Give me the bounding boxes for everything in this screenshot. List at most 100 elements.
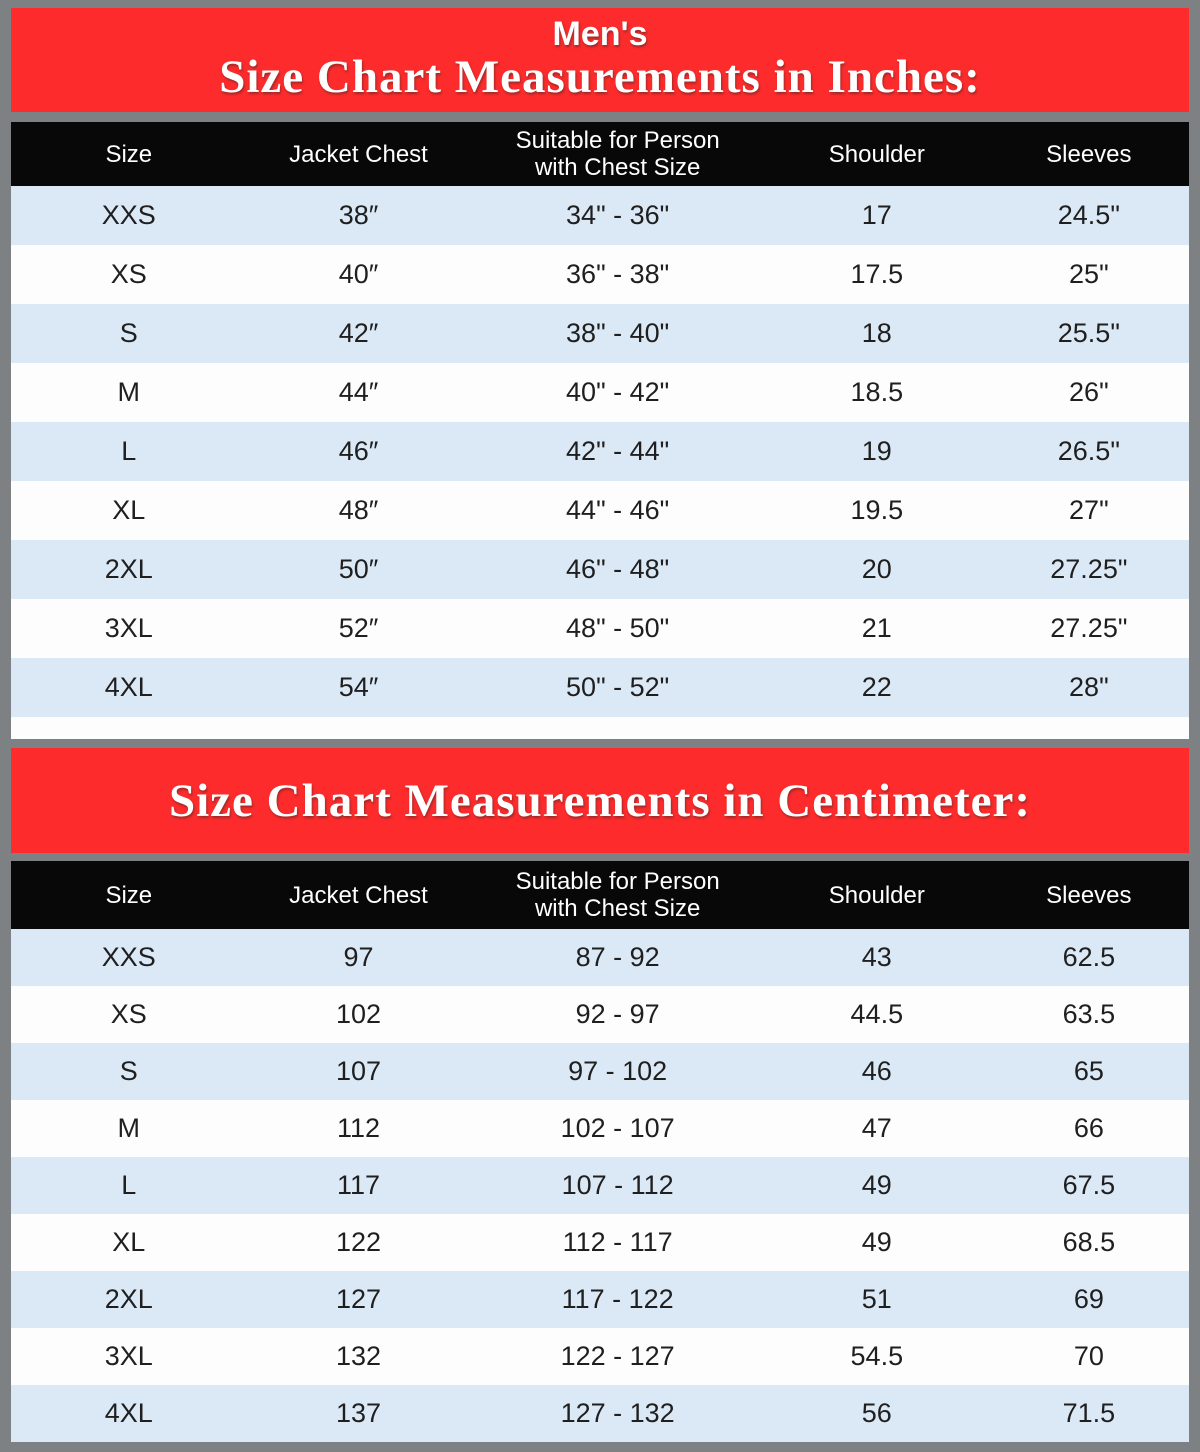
cell-chest-range: 107 - 112 bbox=[561, 1170, 674, 1200]
cell-size: XXS bbox=[101, 942, 156, 972]
column-header-sleeves: Sleeves bbox=[1046, 881, 1132, 909]
cell-shoulder: 21 bbox=[861, 613, 892, 643]
cell-size: 2XL bbox=[104, 1284, 153, 1314]
column-header-jacket-chest: Jacket Chest bbox=[289, 140, 428, 168]
cell-shoulder: 17 bbox=[861, 200, 892, 230]
cell-shoulder: 49 bbox=[861, 1227, 892, 1257]
cell-sleeves: 68.5 bbox=[1062, 1227, 1116, 1257]
table-row: XL 122 112 - 117 49 68.5 bbox=[11, 1214, 1189, 1271]
cell-size: M bbox=[117, 1113, 141, 1143]
table-row: XXS 38″ 34" - 36" 17 24.5" bbox=[11, 186, 1189, 245]
table-row: S 42″ 38" - 40" 18 25.5" bbox=[11, 304, 1189, 363]
table-body-inches: XXS 38″ 34" - 36" 17 24.5" XS 40″ 36" - 38" 17.5… bbox=[11, 186, 1189, 717]
cell-jacket-chest: 122 bbox=[335, 1227, 382, 1257]
banner-title-mens: Men's bbox=[552, 15, 648, 53]
cell-shoulder: 22 bbox=[861, 672, 892, 702]
cell-chest-range: 117 - 122 bbox=[561, 1284, 674, 1314]
cell-chest-range: 87 - 92 bbox=[575, 942, 660, 972]
table-row: 4XL 137 127 - 132 56 71.5 bbox=[11, 1385, 1189, 1442]
cell-chest-range: 38" - 40" bbox=[566, 318, 670, 348]
cell-jacket-chest: 46″ bbox=[338, 436, 379, 466]
table-row: 4XL 54″ 50" - 52" 22 28" bbox=[11, 658, 1189, 717]
cell-shoulder: 51 bbox=[861, 1284, 892, 1314]
cell-jacket-chest: 48″ bbox=[338, 495, 379, 525]
cell-jacket-chest: 112 bbox=[336, 1113, 381, 1143]
cell-size: XL bbox=[112, 1227, 146, 1257]
banner-inches: Men's Size Chart Measurements in Inches: bbox=[11, 8, 1189, 112]
cell-size: 2XL bbox=[104, 554, 153, 584]
cell-sleeves: 67.5 bbox=[1062, 1170, 1116, 1200]
cell-sleeves: 28" bbox=[1069, 672, 1109, 702]
cell-jacket-chest: 38″ bbox=[338, 200, 379, 230]
cell-chest-range: 112 - 117 bbox=[562, 1227, 673, 1257]
cell-chest-range: 34" - 36" bbox=[566, 200, 670, 230]
cell-shoulder: 49 bbox=[861, 1170, 892, 1200]
cell-sleeves: 66 bbox=[1073, 1113, 1104, 1143]
cell-size: XS bbox=[110, 999, 147, 1029]
cell-sleeves: 62.5 bbox=[1062, 942, 1116, 972]
cell-sleeves: 71.5 bbox=[1062, 1398, 1116, 1428]
cell-sleeves: 26.5" bbox=[1057, 436, 1120, 466]
cell-chest-range: 42" - 44" bbox=[566, 436, 670, 466]
cell-sleeves: 63.5 bbox=[1062, 999, 1116, 1029]
table-row: 3XL 52″ 48" - 50" 21 27.25" bbox=[11, 599, 1189, 658]
cell-sleeves: 26" bbox=[1069, 377, 1109, 407]
cell-shoulder: 56 bbox=[861, 1398, 892, 1428]
table-footer-strip bbox=[11, 717, 1189, 739]
cell-shoulder: 19.5 bbox=[850, 495, 904, 525]
cell-sleeves: 25" bbox=[1069, 259, 1109, 289]
cell-jacket-chest: 52″ bbox=[338, 613, 379, 643]
cell-size: 3XL bbox=[104, 613, 153, 643]
table-row: XS 40″ 36" - 38" 17.5 25" bbox=[11, 245, 1189, 304]
column-header-shoulder: Shoulder bbox=[828, 881, 925, 909]
cell-sleeves: 65 bbox=[1073, 1056, 1104, 1086]
table-row: XXS 97 87 - 92 43 62.5 bbox=[11, 929, 1189, 986]
cell-jacket-chest: 127 bbox=[335, 1284, 382, 1314]
cell-size: 3XL bbox=[104, 1341, 153, 1371]
cell-shoulder: 20 bbox=[861, 554, 892, 584]
size-table-centimeter: Size Jacket Chest Suitable for Person wi… bbox=[11, 861, 1189, 1442]
cell-chest-range: 102 - 107 bbox=[560, 1113, 675, 1143]
cell-jacket-chest: 132 bbox=[335, 1341, 382, 1371]
cell-sleeves: 25.5" bbox=[1057, 318, 1120, 348]
cell-chest-range: 40" - 42" bbox=[566, 377, 670, 407]
cell-jacket-chest: 44″ bbox=[338, 377, 379, 407]
cell-sleeves: 24.5" bbox=[1057, 200, 1120, 230]
cell-size: XS bbox=[110, 259, 147, 289]
cell-jacket-chest: 54″ bbox=[338, 672, 379, 702]
cell-shoulder: 43 bbox=[861, 942, 892, 972]
table-row: S 107 97 - 102 46 65 bbox=[11, 1043, 1189, 1100]
cell-shoulder: 19 bbox=[861, 436, 892, 466]
cell-size: M bbox=[117, 377, 141, 407]
table-row: L 46″ 42" - 44" 19 26.5" bbox=[11, 422, 1189, 481]
cell-shoulder: 18 bbox=[861, 318, 892, 348]
cell-sleeves: 27.25" bbox=[1050, 613, 1128, 643]
table-row: XL 48″ 44" - 46" 19.5 27" bbox=[11, 481, 1189, 540]
cell-shoulder: 46 bbox=[861, 1056, 892, 1086]
cell-jacket-chest: 107 bbox=[335, 1056, 382, 1086]
banner-title-centimeter: Size Chart Measurements in Centimeter: bbox=[168, 774, 1031, 827]
cell-sleeves: 27" bbox=[1069, 495, 1109, 525]
cell-size: XXS bbox=[101, 200, 156, 230]
cell-size: XL bbox=[112, 495, 146, 525]
cell-jacket-chest: 102 bbox=[335, 999, 382, 1029]
column-header-chest-range: Suitable for Person with Chest Size bbox=[515, 127, 720, 181]
cell-sleeves: 70 bbox=[1073, 1341, 1104, 1371]
banner-centimeter: Size Chart Measurements in Centimeter: bbox=[11, 748, 1189, 853]
table-row: XS 102 92 - 97 44.5 63.5 bbox=[11, 986, 1189, 1043]
cell-size: L bbox=[121, 1170, 137, 1200]
cell-size: L bbox=[121, 436, 137, 466]
banner-title-inches: Size Chart Measurements in Inches: bbox=[219, 51, 981, 103]
cell-chest-range: 50" - 52" bbox=[566, 672, 670, 702]
cell-chest-range: 97 - 102 bbox=[568, 1056, 668, 1086]
table-header-row: Size Jacket Chest Suitable for Person wi… bbox=[11, 122, 1189, 186]
column-header-jacket-chest: Jacket Chest bbox=[289, 881, 428, 909]
table-header-row: Size Jacket Chest Suitable for Person wi… bbox=[11, 861, 1189, 929]
cell-chest-range: 44" - 46" bbox=[566, 495, 670, 525]
cell-sleeves: 69 bbox=[1073, 1284, 1104, 1314]
table-row: M 112 102 - 107 47 66 bbox=[11, 1100, 1189, 1157]
cell-chest-range: 122 - 127 bbox=[560, 1341, 675, 1371]
table-row: M 44″ 40" - 42" 18.5 26" bbox=[11, 363, 1189, 422]
cell-shoulder: 18.5 bbox=[850, 377, 904, 407]
